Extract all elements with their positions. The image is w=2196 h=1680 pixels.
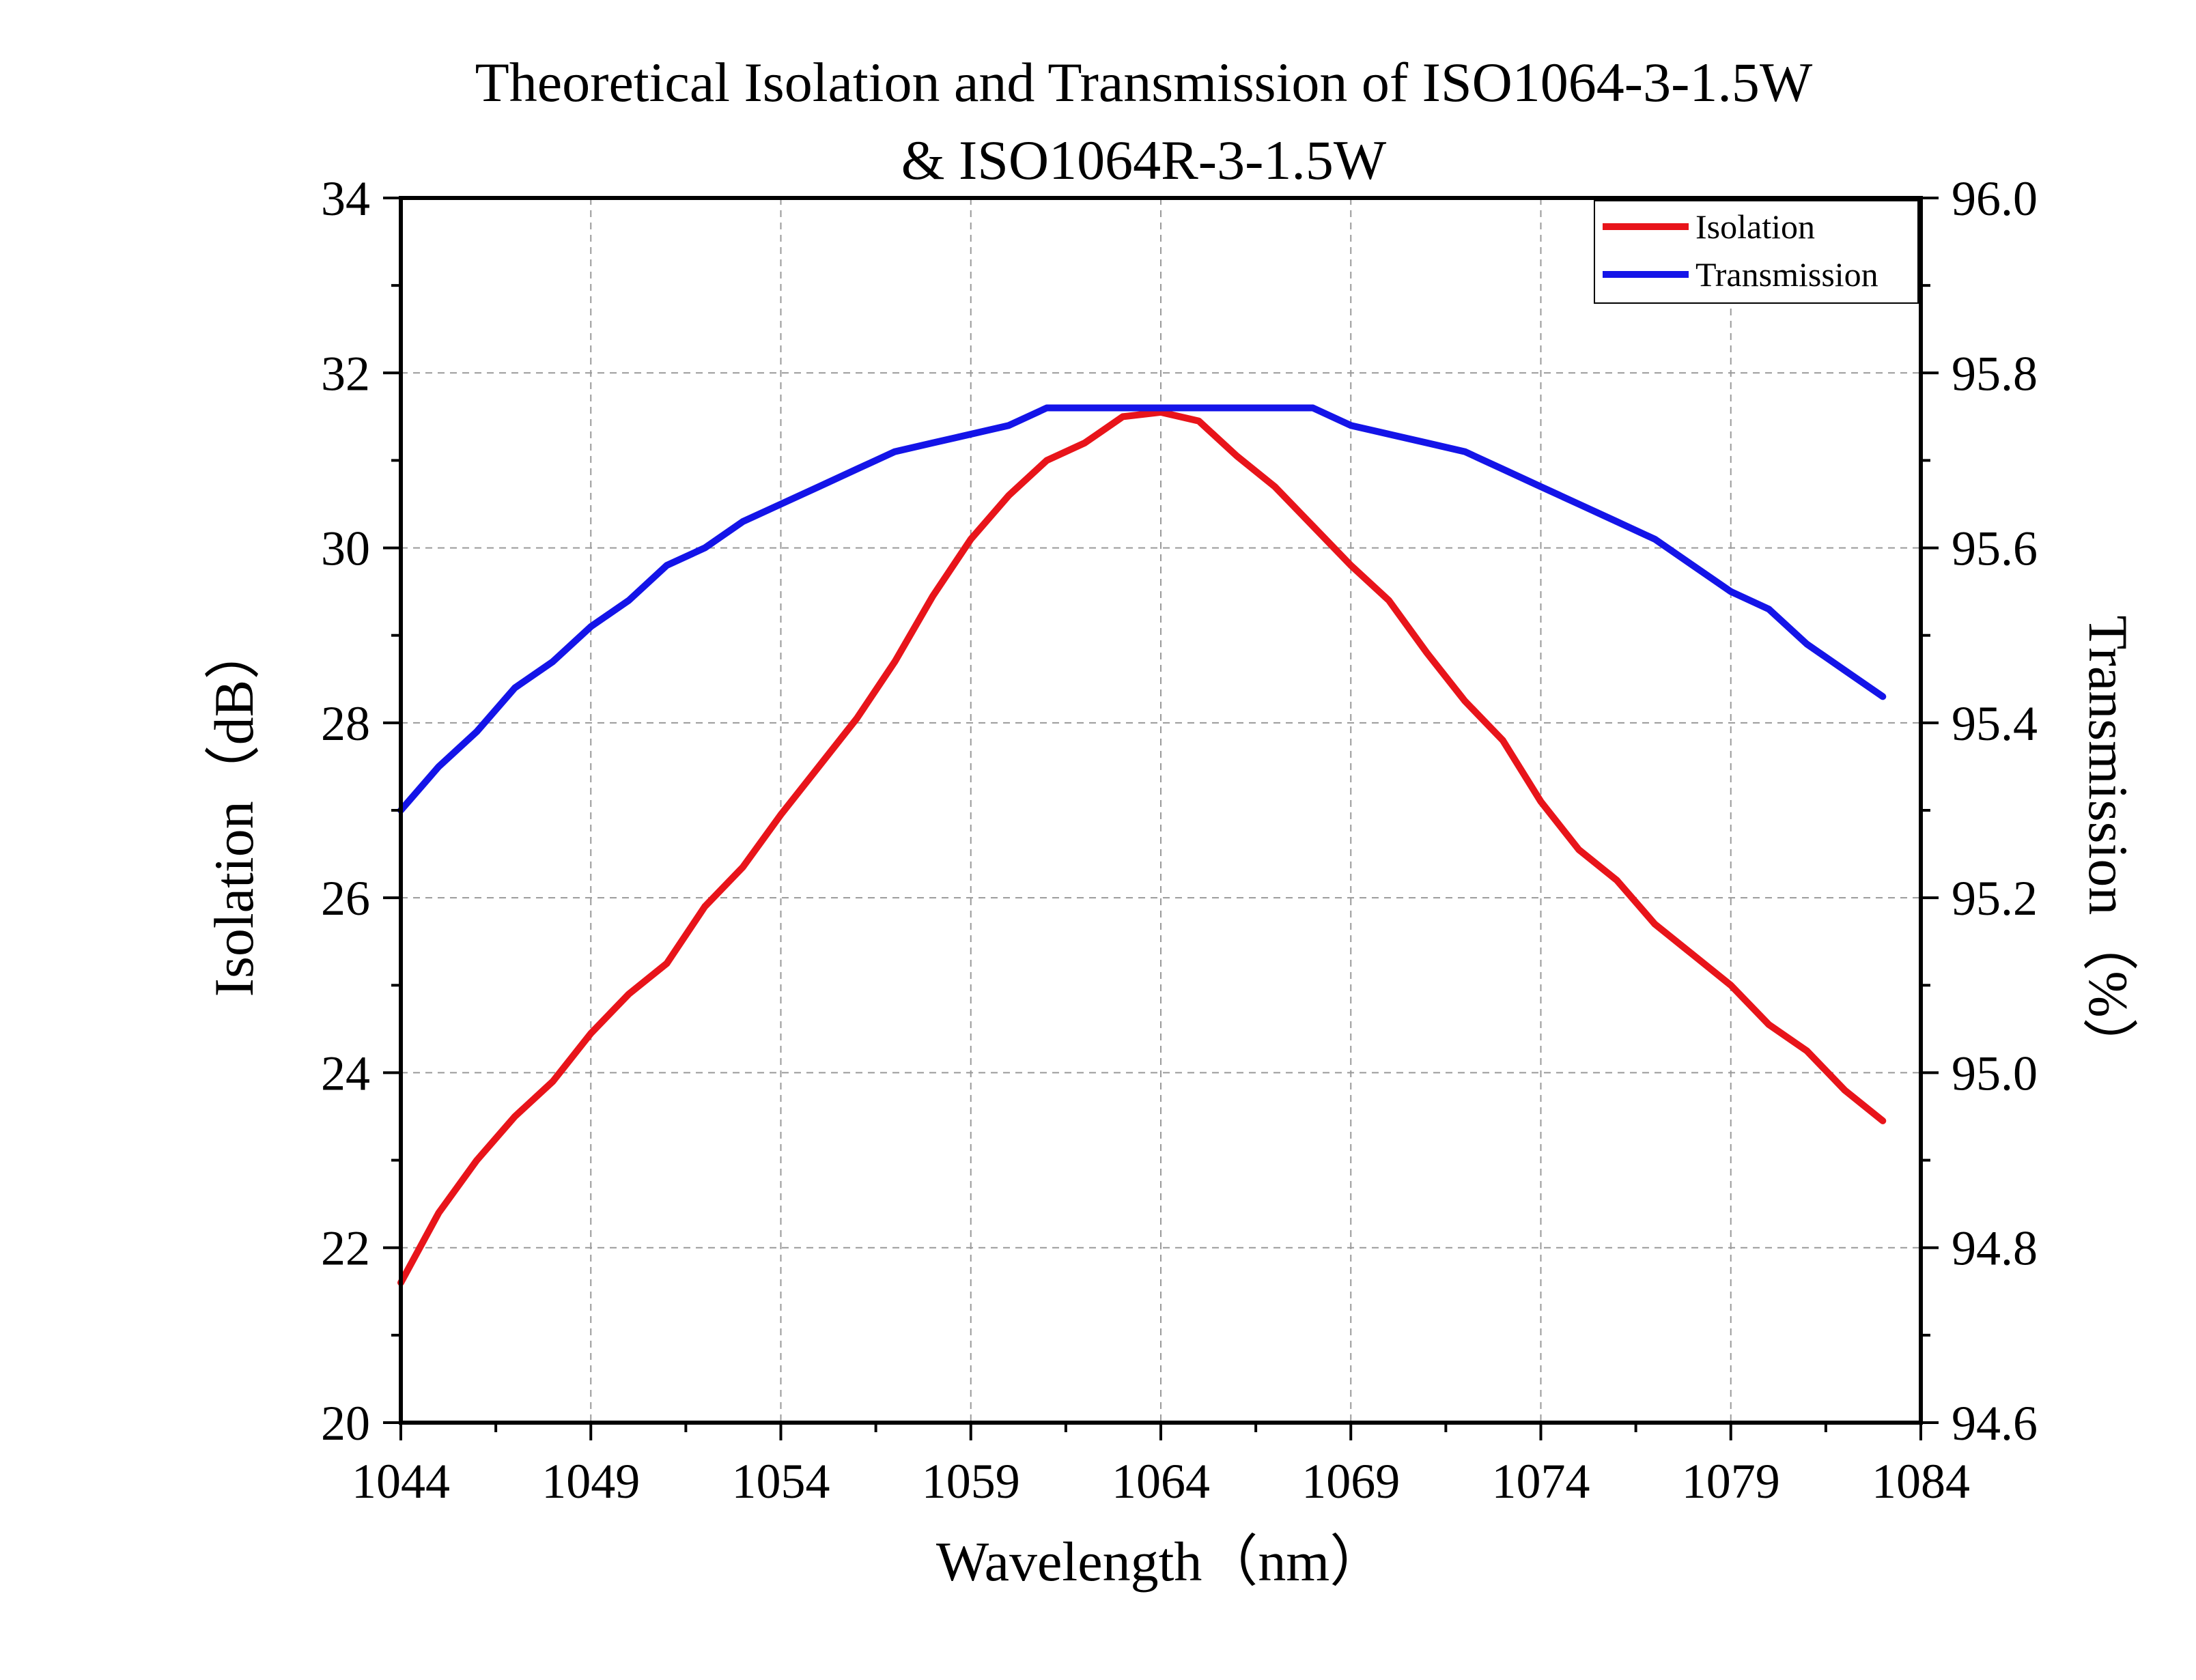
legend-box (1594, 200, 1919, 304)
x-tick-label: 1054 (732, 1454, 830, 1509)
y-axis-left-title: Isolation（dB） (203, 624, 265, 997)
x-tick-label: 1069 (1301, 1454, 1400, 1509)
y-left-tick-label: 24 (321, 1046, 370, 1100)
series-lines (397, 404, 1887, 1286)
axis-ticks (383, 197, 1939, 1440)
y-axis-right-title: Transmission（%） (2077, 615, 2139, 1073)
x-axis-title: Wavelength（nm） (936, 1530, 1385, 1593)
y-left-tick-label: 22 (321, 1221, 370, 1276)
x-tick-label: 1059 (922, 1454, 1020, 1509)
x-tick-label: 1064 (1112, 1454, 1210, 1509)
y-left-tick-label: 20 (321, 1396, 370, 1451)
legend-label-isolation: Isolation (1695, 208, 1815, 246)
y-right-tick-label: 95.4 (1952, 696, 2038, 751)
x-tick-label: 1084 (1872, 1454, 1970, 1509)
x-tick-label: 1079 (1682, 1454, 1780, 1509)
grid-lines (401, 198, 1921, 1423)
y-left-tick-label: 28 (321, 696, 370, 751)
series-line-isolation (397, 408, 1887, 1286)
chart-title-line-2: & ISO1064R-3-1.5W (901, 129, 1387, 191)
legend-label-transmission: Transmission (1695, 255, 1878, 294)
y-right-tick-label: 94.8 (1952, 1221, 2038, 1276)
x-tick-label: 1074 (1492, 1454, 1590, 1509)
x-tick-label: 1049 (541, 1454, 640, 1509)
x-tick-label: 1044 (352, 1454, 450, 1509)
chart-title-line-1: Theoretical Isolation and Transmission o… (475, 51, 1813, 113)
y-right-tick-label: 96.0 (1952, 171, 2038, 226)
axis-tick-labels: 1044 1049 1054 1059 1064 1069 1074 1079 1084 20 22… (321, 171, 2038, 1509)
y-right-tick-label: 95.8 (1952, 346, 2038, 401)
y-left-tick-label: 32 (321, 346, 370, 401)
y-right-tick-label: 95.6 (1952, 522, 2038, 576)
y-left-tick-label: 30 (321, 522, 370, 576)
y-right-tick-label: 94.6 (1952, 1396, 2038, 1451)
y-left-tick-label: 26 (321, 871, 370, 926)
y-left-tick-label: 34 (321, 171, 370, 226)
legend: Isolation Transmission (1594, 200, 1919, 304)
y-right-tick-label: 95.2 (1952, 871, 2038, 926)
series-line-transmission (397, 404, 1887, 814)
y-right-tick-label: 95.0 (1952, 1046, 2038, 1100)
